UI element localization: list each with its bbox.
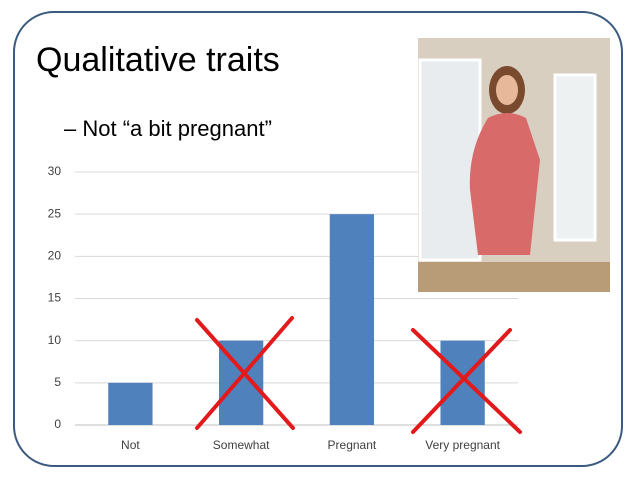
door <box>418 58 482 262</box>
bar <box>108 382 153 425</box>
dress <box>469 113 540 255</box>
bar <box>440 340 485 425</box>
y-tick-label: 0 <box>54 417 61 431</box>
cross-marks <box>195 316 522 434</box>
window <box>553 73 597 242</box>
floor <box>418 262 610 292</box>
y-tick-label: 5 <box>54 375 61 389</box>
y-tick-label: 20 <box>48 249 62 263</box>
x-tick-label: Pregnant <box>328 438 377 452</box>
cross-line <box>195 316 294 430</box>
cross-line <box>411 328 512 434</box>
photo <box>418 38 610 292</box>
bar <box>329 214 375 425</box>
y-tick-label: 15 <box>48 291 62 305</box>
y-tick-label: 25 <box>48 206 62 220</box>
x-tick-label: Very pregnant <box>425 438 500 452</box>
y-tick-label: 10 <box>48 333 62 347</box>
cross-line <box>411 328 522 434</box>
slide-title: Qualitative traits <box>36 41 280 79</box>
face <box>496 75 518 105</box>
x-tick-label: Somewhat <box>213 438 270 452</box>
x-tick-label: Not <box>121 438 140 452</box>
bullet: – Not “a bit pregnant” <box>64 116 272 141</box>
y-tick-label: 30 <box>48 164 62 178</box>
